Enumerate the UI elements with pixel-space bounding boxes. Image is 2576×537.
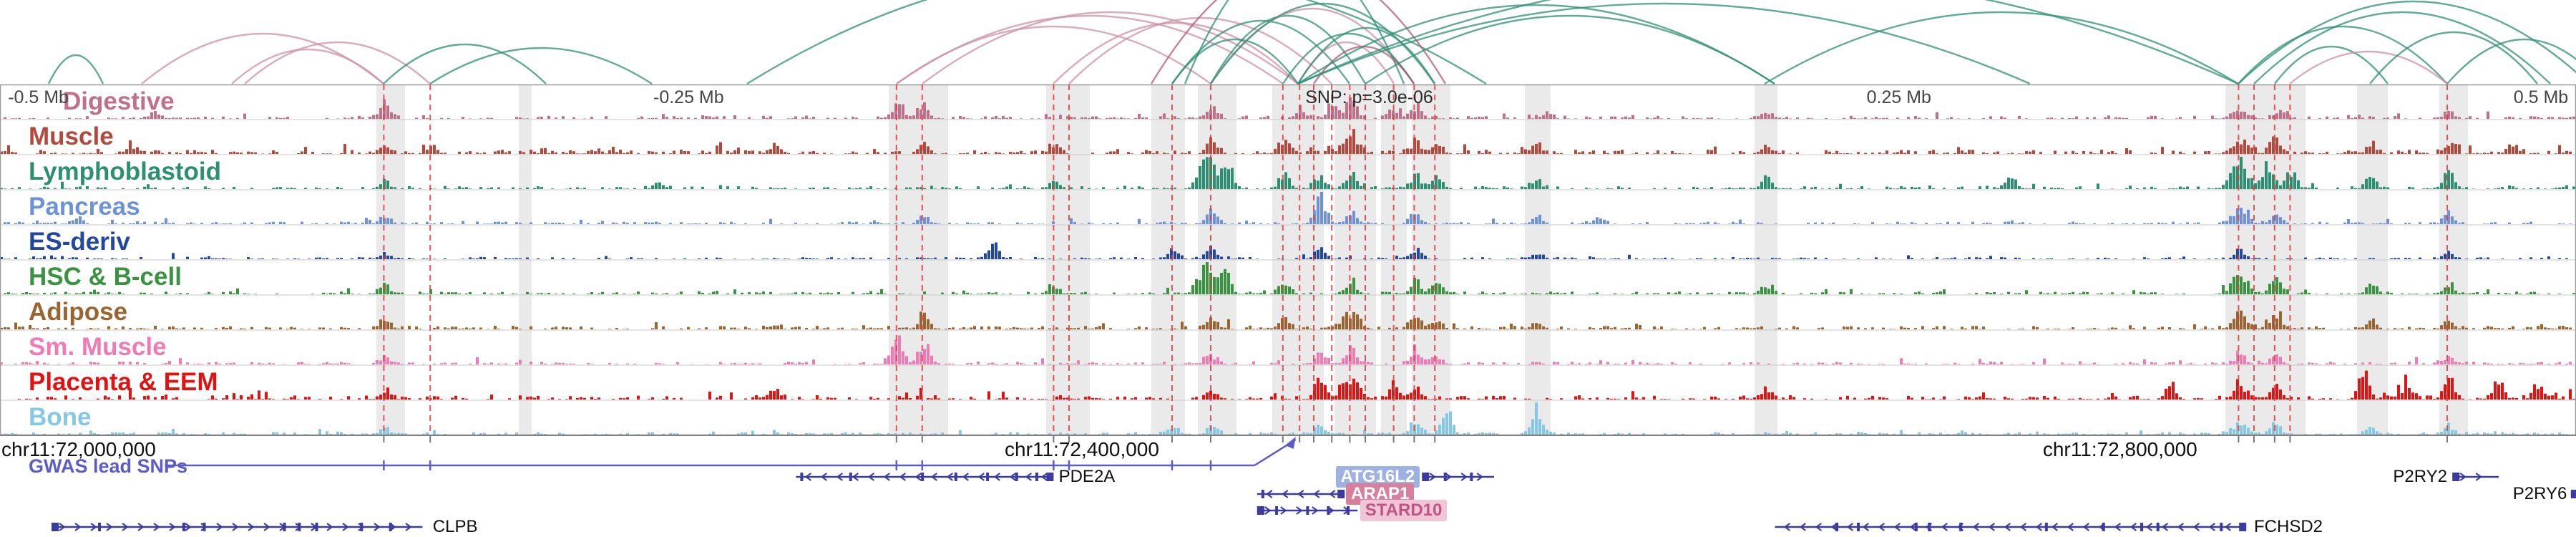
chr-coordinate-label: chr11:72,400,000 [1005, 438, 1159, 460]
scale-label: -0.25 Mb [653, 87, 724, 107]
interaction-arcs[interactable] [47, 0, 2576, 85]
interaction-arc[interactable] [2238, 25, 2448, 84]
interaction-arc[interactable] [2289, 50, 2448, 84]
gene-label-p2ry2[interactable]: P2RY2 [2393, 467, 2447, 486]
gene-label-pde2a[interactable]: PDE2A [1058, 467, 1116, 486]
signal-hsc-b-cell[interactable] [4, 262, 2575, 294]
gene-label-atg16l2[interactable]: ATG16L2 [1335, 466, 1420, 488]
track-label-es-deriv[interactable]: ES-deriv [29, 228, 130, 256]
snp-annotation: SNP: p=3.0e-06 [1305, 87, 1433, 107]
track-label-hsc-b-cell[interactable]: HSC & B-cell [29, 263, 182, 291]
track-label-lymphoblastoid[interactable]: Lymphoblastoid [29, 158, 221, 185]
interaction-arc[interactable] [1297, 26, 1436, 84]
scale-label: -0.5 Mb [8, 87, 69, 107]
interaction-arc[interactable] [896, 25, 1211, 84]
track-label-muscle[interactable]: Muscle [29, 122, 114, 150]
interaction-arc[interactable] [2253, 11, 2551, 84]
gene-atg16l2[interactable] [1422, 473, 1494, 481]
chr-coordinate-label: chr11:72,000,000 [1, 438, 156, 460]
gene-stard10[interactable] [1257, 506, 1358, 515]
interaction-arc[interactable] [1053, 21, 1299, 84]
track-label-pancreas[interactable]: Pancreas [29, 193, 140, 221]
interaction-arc[interactable] [2274, 45, 2389, 84]
gene-p2ry6[interactable] [2570, 490, 2576, 498]
interaction-arc[interactable] [47, 54, 104, 84]
interaction-arc[interactable] [1297, 0, 2239, 85]
gene-clpb[interactable] [52, 523, 423, 531]
track-label-digestive[interactable]: Digestive [63, 87, 175, 115]
interaction-arc[interactable] [1365, 14, 1775, 84]
interaction-arc[interactable] [1068, 16, 1332, 84]
gwas-pointer-line [165, 437, 1297, 470]
signal-adipose[interactable] [0, 310, 2572, 329]
interaction-arc[interactable] [244, 41, 431, 84]
interaction-arc[interactable] [231, 48, 384, 84]
interaction-arc[interactable] [1171, 39, 1299, 84]
track-label-bone[interactable]: Bone [29, 403, 92, 431]
interaction-arc[interactable] [1282, 33, 1415, 84]
interaction-arc[interactable] [1150, 0, 1447, 84]
interaction-arc[interactable] [1171, 19, 1350, 84]
signal-muscle[interactable] [0, 129, 2572, 154]
track-label-placenta-eem[interactable]: Placenta & EEM [29, 368, 218, 396]
gene-arap1[interactable] [1257, 490, 1345, 498]
gene-pde2a[interactable] [796, 473, 1054, 481]
chr-coordinate-label: chr11:72,800,000 [2042, 438, 2197, 460]
gene-label-stard10[interactable]: STARD10 [1360, 500, 1448, 521]
gene-p2ry2[interactable] [2452, 473, 2499, 481]
track-label-adipose[interactable]: Adipose [29, 298, 128, 326]
interaction-arc[interactable] [2238, 0, 2576, 84]
interaction-arc[interactable] [1297, 2, 2031, 85]
gene-label-p2ry6[interactable]: P2RY6 [2512, 484, 2567, 503]
gene-label-fchsd2[interactable]: FCHSD2 [2254, 517, 2323, 536]
interaction-arc[interactable] [1764, 11, 2239, 85]
interaction-arc[interactable] [383, 43, 547, 84]
gwas-snp-lines [383, 84, 2448, 442]
scale-label: 0.25 Mb [1866, 87, 1931, 107]
interaction-arc[interactable] [429, 47, 653, 85]
gene-fchsd2[interactable] [1775, 523, 2247, 531]
interaction-arc[interactable] [2446, 38, 2576, 84]
interaction-arc[interactable] [2369, 31, 2538, 84]
scale-label: 0.5 Mb [2513, 87, 2569, 107]
gwas-lead-snps-label: GWAS lead SNPs [29, 455, 188, 477]
track-label-sm-muscle[interactable]: Sm. Muscle [29, 333, 167, 361]
gene-label-clpb[interactable]: CLPB [432, 517, 478, 536]
interaction-arc[interactable] [922, 11, 1299, 84]
